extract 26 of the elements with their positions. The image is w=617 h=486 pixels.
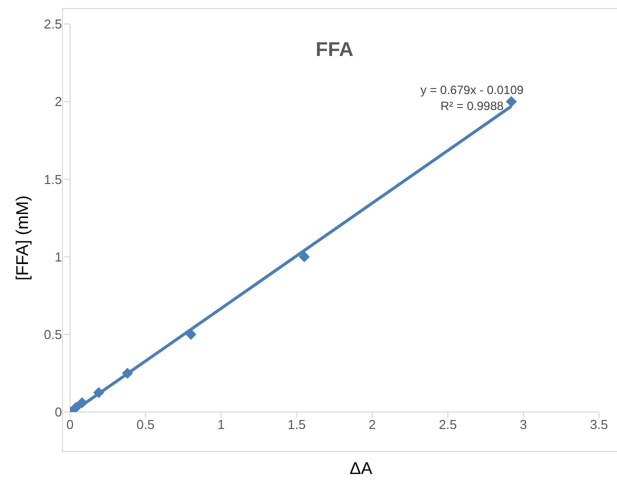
annotation: y = 0.679x - 0.0109: [420, 83, 524, 97]
x-axis-title: ΔA: [350, 459, 374, 478]
point: [506, 96, 517, 108]
x-tick-label: 1.5: [288, 417, 306, 432]
point: [185, 328, 196, 340]
point: [70, 402, 82, 412]
point: [122, 368, 133, 379]
y-tick-label: 1.5: [44, 172, 62, 187]
text: FFA: [316, 39, 354, 61]
y-tick-label: 0.5: [44, 327, 62, 342]
x-tick-label: 2: [368, 417, 376, 432]
x-tick-label: 2.5: [438, 417, 457, 432]
point: [93, 387, 104, 398]
y-tick-label: 2.5: [44, 16, 62, 32]
point: [298, 251, 310, 262]
x-tick-label: 0: [66, 417, 74, 432]
x-tick-label: 3: [520, 417, 528, 432]
x-tick-label: 1: [218, 417, 225, 432]
y-tick-label: 2: [54, 94, 62, 110]
x-tick-label: 0.5: [136, 417, 155, 432]
annotation: R² = 0.9988: [440, 99, 504, 113]
point: [76, 397, 88, 408]
y-tick-label: 1: [54, 249, 62, 264]
y-axis-title: [FFA] (mM): [13, 196, 32, 280]
y-tick-label: 0: [54, 404, 62, 420]
x-tick-label: 3.5: [590, 417, 608, 432]
